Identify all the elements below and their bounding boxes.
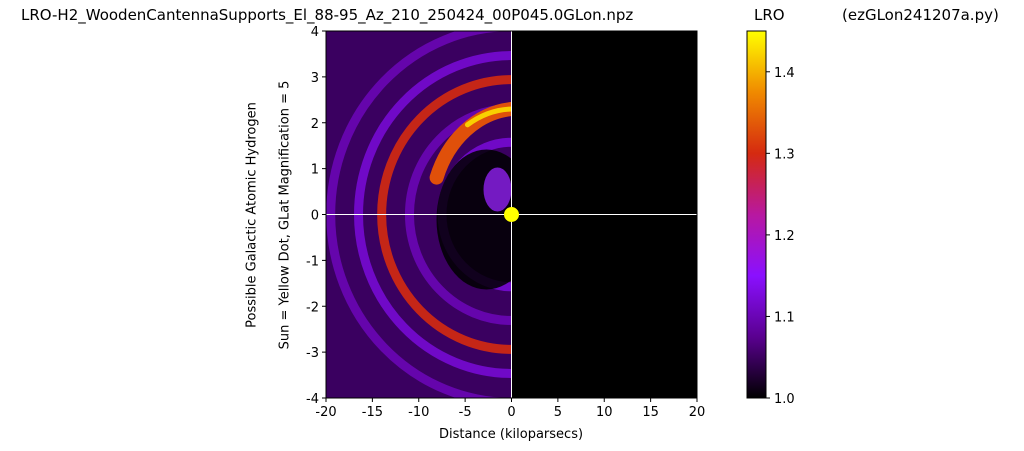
x-tick-label: -15 [362, 405, 383, 420]
y-tick-label: 0 [311, 209, 319, 224]
x-tick-label: -5 [459, 405, 472, 420]
colorbar-tick-label: 1.4 [774, 66, 795, 81]
x-tick-label: 10 [596, 405, 613, 420]
arc-hot-core [464, 106, 514, 128]
y-tick-label: -1 [306, 254, 319, 269]
y-tick-label: -4 [306, 392, 319, 407]
colorbar-tick-label: 1.1 [774, 310, 795, 325]
y-tick-label: -3 [306, 346, 319, 361]
y-tick-label: -2 [306, 300, 319, 315]
y-tick-label: 3 [311, 71, 319, 86]
colorbar [746, 30, 767, 399]
y-tick-label: 1 [311, 163, 319, 178]
colorbar-tick-label: 1.3 [774, 147, 795, 162]
x-tick-label: -10 [408, 405, 429, 420]
script-name: (ezGLon241207a.py) [842, 6, 999, 24]
x-tick-label: -20 [315, 405, 336, 420]
x-tick-label: 15 [642, 405, 659, 420]
x-tick-label: 0 [507, 405, 515, 420]
y-tick-label: 4 [311, 25, 319, 40]
x-axis-label: Distance (kiloparsecs) [438, 427, 584, 442]
y-tick-label: 2 [311, 117, 319, 132]
inner-blob [483, 167, 512, 212]
chart-title: LRO-H2_WoodenCantennaSupports_El_88-95_A… [21, 6, 634, 24]
colorbar-tick-label: 1.0 [774, 392, 795, 407]
x-tick-label: 5 [554, 405, 562, 420]
x-tick-label: 20 [689, 405, 706, 420]
colorbar-title: LRO [754, 6, 785, 24]
colorbar-tick-label: 1.2 [774, 229, 795, 244]
sun-dot [504, 207, 519, 222]
